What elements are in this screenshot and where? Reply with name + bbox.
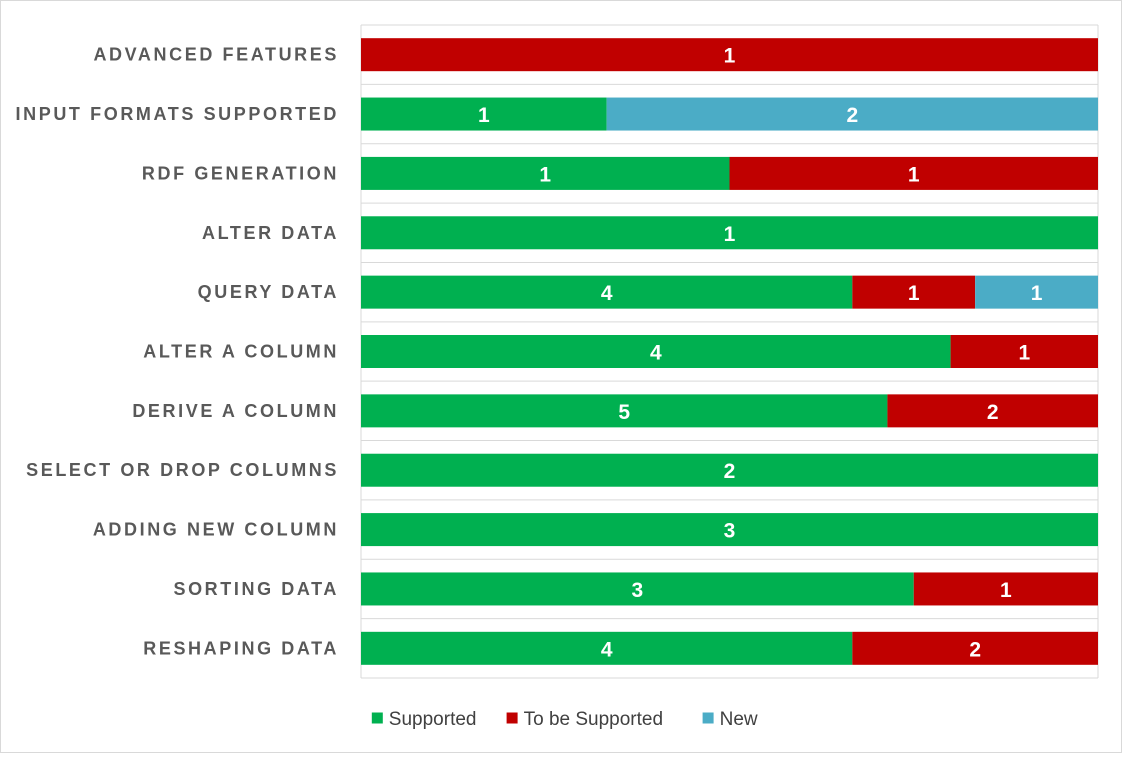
data-label: 2 [969, 638, 981, 661]
bar-segment [361, 335, 951, 368]
data-label: 1 [1000, 579, 1012, 602]
category-label: ADDING NEW COLUMN [93, 520, 339, 540]
bar-segment [975, 275, 1098, 309]
bar-segment [913, 572, 1098, 606]
bar-segment [361, 156, 730, 190]
bar-segment [361, 275, 853, 309]
bar-segment [852, 631, 1098, 665]
bar-segment [361, 394, 888, 428]
bar-segment [852, 275, 976, 309]
legend-swatch [506, 712, 518, 724]
category-label: INPUT FORMATS SUPPORTED [16, 104, 339, 124]
bar-segment [950, 335, 1098, 368]
data-labels: 1 1 2 1 1 1 4 1 1 4 1 5 2 2 3 3 1 4 2 [478, 45, 1043, 662]
bar-segment [361, 97, 607, 131]
bars [361, 38, 1098, 665]
bar-segment [361, 572, 914, 606]
bar-segment [361, 38, 1098, 72]
category-label: ADVANCED FEATURES [93, 45, 339, 65]
bar-segment [361, 216, 1098, 250]
data-label: 4 [601, 282, 613, 305]
data-label: 1 [539, 163, 551, 186]
data-label: 3 [632, 579, 644, 602]
category-label: DERIVE A COLUMN [132, 401, 339, 421]
bar-segment [361, 453, 1098, 487]
category-label: RDF GENERATION [142, 163, 339, 183]
bar-segment [361, 513, 1098, 547]
legend-label: New [720, 709, 758, 730]
data-label: 4 [601, 638, 613, 661]
bar-segment [361, 631, 853, 665]
data-label: 1 [908, 163, 920, 186]
category-label: ALTER A COLUMN [143, 342, 339, 362]
data-label: 4 [650, 342, 662, 365]
legend-label: Supported [389, 709, 477, 730]
data-label: 1 [724, 223, 736, 246]
data-label: 1 [478, 104, 490, 127]
data-label: 1 [1018, 342, 1030, 365]
category-axis: ADVANCED FEATURES INPUT FORMATS SUPPORTED… [16, 45, 339, 659]
data-label: 2 [724, 460, 736, 483]
bar-segment [606, 97, 1098, 131]
bar-segment [729, 156, 1098, 190]
category-label: ALTER DATA [202, 223, 339, 243]
data-label: 1 [724, 45, 736, 68]
legend-label: To be Supported [524, 709, 663, 730]
legend-swatch [371, 712, 383, 724]
category-label: SELECT OR DROP COLUMNS [26, 460, 339, 480]
data-label: 2 [987, 401, 999, 424]
legend: Supported To be Supported New [371, 709, 758, 730]
legend-swatch [702, 712, 714, 724]
data-label: 3 [724, 520, 736, 543]
category-label: SORTING DATA [173, 579, 339, 599]
data-label: 2 [846, 104, 858, 127]
data-label: 5 [618, 401, 630, 424]
category-label: RESHAPING DATA [143, 638, 339, 658]
data-label: 1 [908, 282, 920, 305]
bar-segment [887, 394, 1098, 428]
category-label: QUERY DATA [198, 282, 339, 302]
data-label: 1 [1031, 282, 1043, 305]
